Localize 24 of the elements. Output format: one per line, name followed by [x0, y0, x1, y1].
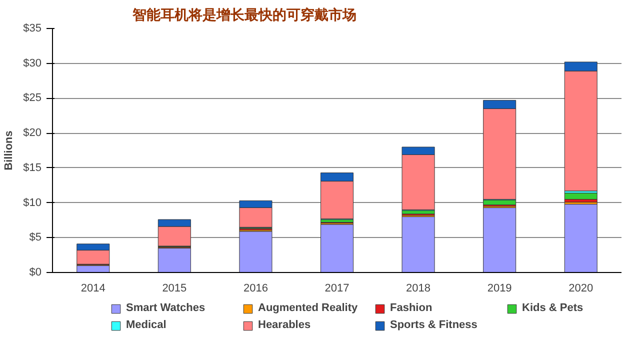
legend-label: Sports & Fitness: [390, 319, 478, 331]
legend-label: Hearables: [258, 319, 312, 331]
y-tick-label: $10: [23, 196, 42, 209]
y-tick-label: $25: [23, 92, 42, 104]
legend-label: Smart Watches: [126, 302, 206, 314]
x-tick-label: 2020: [568, 282, 594, 294]
y-tick-label: $20: [23, 127, 42, 140]
legend-label: Augmented Reality: [258, 302, 359, 314]
x-tick-label: 2016: [243, 282, 268, 294]
y-tick-label: $5: [29, 232, 42, 244]
x-tick-label: 2014: [80, 282, 106, 294]
x-tick-label: 2019: [487, 282, 512, 294]
legend-label: Medical: [126, 319, 168, 331]
legend-label: Kids & Pets: [522, 302, 584, 314]
legend-label: Fashion: [390, 302, 434, 314]
y-tick-label: $35: [23, 22, 42, 34]
x-tick-label: 2017: [324, 282, 350, 294]
y-tick-label: $15: [23, 162, 42, 174]
y-tick-label: $30: [23, 57, 42, 70]
y-tick-label: $0: [29, 266, 42, 278]
chart-title: 智能耳机将是增长最快的可穿戴市场: [132, 6, 356, 24]
y-axis-title: Billions: [3, 130, 16, 170]
x-tick-label: 2015: [162, 282, 187, 294]
x-tick-label: 2018: [406, 282, 431, 294]
